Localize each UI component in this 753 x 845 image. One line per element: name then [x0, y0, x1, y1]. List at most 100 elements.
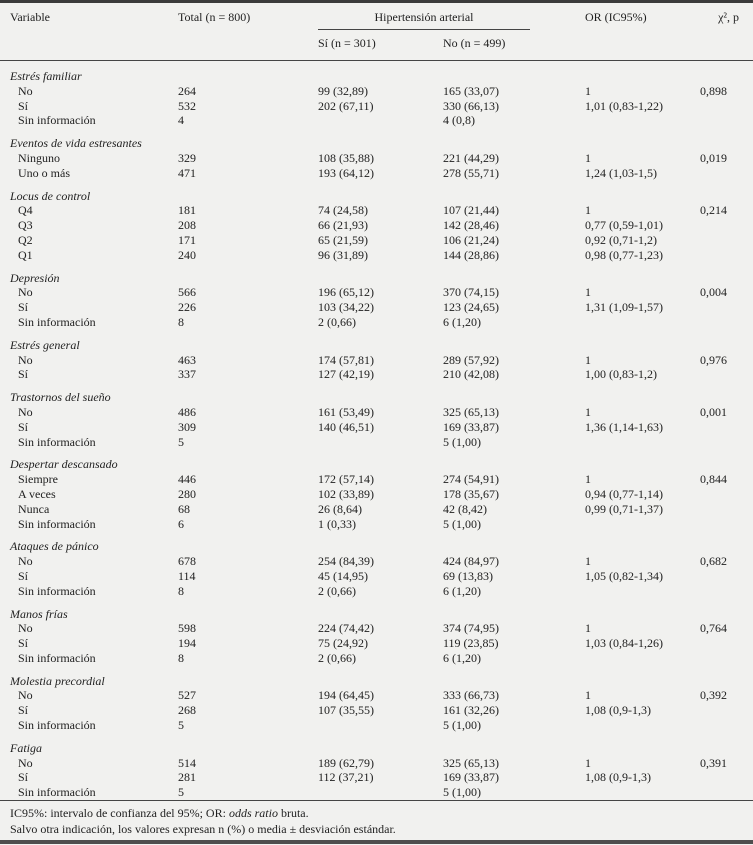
hipertension-arterial-span-label: Hipertensión arterial [318, 10, 530, 30]
cell-total: 5 [178, 718, 184, 733]
table-row: No 566 196 (65,12) 370 (74,15) 1 0,004 [0, 285, 753, 300]
cell-hta-si: 45 (14,95) [318, 568, 368, 583]
cell-hta-no: 5 (1,00) [443, 785, 481, 800]
cell-category: No [18, 83, 33, 98]
cell-hta-si: 189 (62,79) [318, 755, 374, 770]
cell-hta-si: 193 (64,12) [318, 165, 374, 180]
cell-chi2-p [697, 487, 753, 502]
cell-hta-si: 107 (35,55) [318, 703, 374, 718]
table-row: Sí 194 75 (24,92) 119 (23,85) 1,03 (0,84-1,2… [0, 636, 753, 651]
table-row: No 463 174 (57,81) 289 (57,92) 1 0,976 [0, 353, 753, 368]
cell-hta-no: 370 (74,15) [443, 285, 499, 300]
cell-or-ic95: 1 [585, 83, 591, 98]
cell-or-ic95: 1 [585, 554, 591, 569]
cell-total: 598 [178, 621, 196, 636]
cell-hta-no: 5 (1,00) [443, 718, 481, 733]
cell-chi2-p: 0,214 [700, 203, 727, 218]
cell-chi2-p [697, 218, 753, 233]
cell-total: 6 [178, 516, 184, 531]
cell-hta-si: 103 (34,22) [318, 300, 374, 315]
table-row: No 486 161 (53,49) 325 (65,13) 1 0,001 [0, 405, 753, 420]
cell-hta-si: 96 (31,89) [318, 247, 368, 262]
group-row: Manos frías [0, 599, 753, 622]
group-row: Depresión [0, 263, 753, 286]
table-row: Sin información 5 5 (1,00) [0, 718, 753, 733]
table-row: Sí 337 127 (42,19) 210 (42,08) 1,00 (0,83-1,… [0, 367, 753, 382]
cell-total: 8 [178, 650, 184, 665]
cell-category: Sin información [18, 785, 96, 800]
header-spacer [0, 30, 178, 61]
cell-category: Sí [18, 770, 29, 785]
cell-chi2-p [697, 315, 753, 330]
cell-hta-si: 26 (8,64) [318, 501, 362, 516]
table-row: Sí 309 140 (46,51) 169 (33,87) 1,36 (1,14-1,… [0, 420, 753, 435]
table-row: No 678 254 (84,39) 424 (84,97) 1 0,682 [0, 554, 753, 569]
cell-hta-si [318, 113, 443, 128]
cell-category: Q1 [18, 247, 33, 262]
cell-total: 281 [178, 770, 196, 785]
cell-chi2-p: 0,004 [700, 285, 727, 300]
table-header: Variable Total (n = 800) Hipertensión ar… [0, 3, 753, 61]
cell-or-ic95: 1,36 (1,14-1,63) [585, 419, 663, 434]
subcolumn-header-no: No (n = 499) [443, 36, 506, 50]
cell-total: 337 [178, 367, 196, 382]
cell-hta-no: 42 (8,42) [443, 501, 487, 516]
table-row: A veces 280 102 (33,89) 178 (35,67) 0,94 (0,… [0, 487, 753, 502]
cell-category: Sin información [18, 434, 96, 449]
cell-hta-no: 210 (42,08) [443, 367, 499, 382]
cell-hta-si: 1 (0,33) [318, 516, 356, 531]
group-row: Estrés general [0, 330, 753, 353]
cell-chi2-p [697, 420, 753, 435]
cell-total: 68 [178, 501, 190, 516]
cell-or-ic95: 0,98 (0,77-1,23) [585, 247, 663, 262]
cell-chi2-p [697, 502, 753, 517]
cell-category: Sin información [18, 113, 96, 128]
column-header-or-ic95: OR (IC95%) [585, 10, 647, 24]
table-row: Sí 268 107 (35,55) 161 (32,26) 1,08 (0,9-1,3… [0, 703, 753, 718]
cell-chi2-p [697, 785, 753, 800]
cell-hta-si: 172 (57,14) [318, 472, 374, 487]
group-label: Ataques de pánico [10, 539, 99, 554]
group-row: Locus de control [0, 181, 753, 204]
cell-chi2-p: 0,391 [700, 755, 727, 770]
table-row: Sí 281 112 (37,21) 169 (33,87) 1,08 (0,9-1,3… [0, 770, 753, 785]
cell-hta-si: 161 (53,49) [318, 404, 374, 419]
cell-category: Sin información [18, 516, 96, 531]
cell-or-ic95: 1,03 (0,84-1,26) [585, 636, 663, 651]
cell-chi2-p [697, 233, 753, 248]
table-row: Q4 181 74 (24,58) 107 (21,44) 1 0,214 [0, 203, 753, 218]
cell-chi2-p [697, 703, 753, 718]
cell-or-ic95 [585, 584, 697, 599]
cell-hta-si: 140 (46,51) [318, 419, 374, 434]
cell-category: No [18, 285, 33, 300]
cell-total: 566 [178, 285, 196, 300]
cell-chi2-p [697, 367, 753, 382]
table-row: Q3 208 66 (21,93) 142 (28,46) 0,77 (0,59-1,0… [0, 218, 753, 233]
cell-total: 240 [178, 247, 196, 262]
cell-or-ic95: 1 [585, 688, 591, 703]
cell-total: 171 [178, 232, 196, 247]
cell-category: Sin información [18, 583, 96, 598]
cell-hta-no: 6 (1,20) [443, 583, 481, 598]
cell-or-ic95: 1,00 (0,83-1,2) [585, 367, 657, 382]
group-label: Estrés general [10, 337, 80, 352]
table-footnotes: IC95%: intervalo de confianza del 95%; O… [0, 800, 753, 840]
cell-or-ic95: 1,01 (0,83-1,22) [585, 98, 663, 113]
cell-category: Sin información [18, 718, 96, 733]
cell-hta-si: 75 (24,92) [318, 636, 368, 651]
cell-chi2-p: 0,001 [700, 404, 727, 419]
header-spacer [178, 30, 318, 61]
cell-or-ic95 [585, 785, 697, 800]
cell-hta-no: 278 (55,71) [443, 165, 499, 180]
group-row: Fatiga [0, 733, 753, 756]
table-row: Nunca 68 26 (8,64) 42 (8,42) 0,99 (0,71-1,37… [0, 502, 753, 517]
cell-total: 4 [178, 113, 184, 128]
cell-chi2-p: 0,682 [700, 554, 727, 569]
cell-hta-si: 2 (0,66) [318, 314, 356, 329]
cell-category: Sí [18, 636, 29, 651]
cell-or-ic95: 1 [585, 472, 591, 487]
cell-hta-no: 289 (57,92) [443, 352, 499, 367]
table-row: Sin información 8 2 (0,66) 6 (1,20) [0, 584, 753, 599]
cell-category: No [18, 688, 33, 703]
cell-hta-no: 169 (33,87) [443, 770, 499, 785]
